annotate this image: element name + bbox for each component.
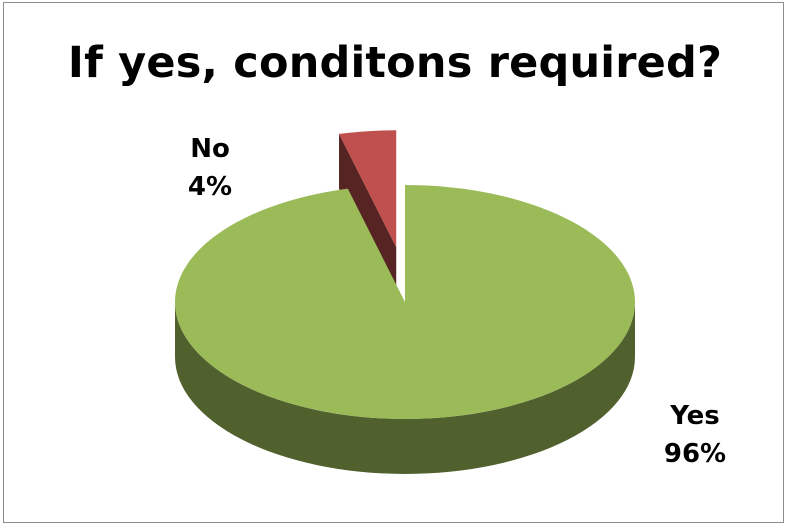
slice-yes [174,185,635,419]
slice-percent-no: 4% [187,172,233,202]
chart-title: If yes, conditons required? [67,38,723,88]
slice-label-yes: Yes 96% [650,397,740,473]
slice-label-no: No 4% [170,130,250,206]
slice-percent-yes: 96% [663,439,727,469]
slice-no [339,130,397,248]
slice-name-yes: Yes [670,401,720,431]
slice-side-yes [175,302,635,474]
slice-name-no: No [190,134,230,164]
